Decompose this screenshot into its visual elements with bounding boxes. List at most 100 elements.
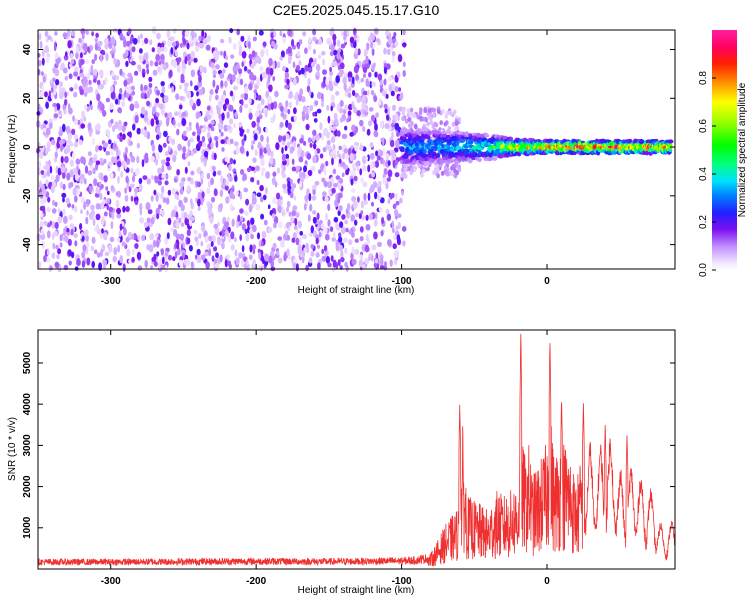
spectrogram-cell xyxy=(179,233,185,241)
spectrogram-cell xyxy=(241,138,245,147)
spectrogram-cell xyxy=(156,251,160,257)
spectrogram-cell xyxy=(325,256,330,264)
spectrogram-cell xyxy=(308,193,312,202)
spectrogram-cell xyxy=(289,191,294,199)
spectrogram-cell xyxy=(383,78,387,86)
spectrogram-cell xyxy=(81,251,86,259)
spectrogram-cell xyxy=(133,187,139,193)
spectrogram-cell xyxy=(49,165,53,174)
spectrogram-cell xyxy=(172,60,178,69)
spectrogram-cell xyxy=(329,66,332,73)
spectrogram-cell xyxy=(67,103,71,111)
spectrogram-cell xyxy=(287,46,292,54)
spectrogram-cell xyxy=(306,153,312,160)
spectrogram-cell xyxy=(392,243,397,250)
spectrogram-cell xyxy=(246,220,250,227)
spectrogram-cell xyxy=(386,177,391,182)
spectrogram-cell xyxy=(160,248,164,256)
spectrogram-cell xyxy=(173,229,178,237)
spectrogram-cell xyxy=(190,170,195,176)
spectrogram-cell xyxy=(259,66,264,72)
spectrogram-cell xyxy=(243,187,248,193)
spectrogram-cell xyxy=(221,228,225,237)
spectrogram-cell xyxy=(373,130,378,138)
spectrogram-cell xyxy=(103,211,108,217)
spectrogram-cell xyxy=(315,237,319,245)
spectrogram-cell xyxy=(194,236,199,242)
spectrogram-cell xyxy=(121,241,126,247)
spectrogram-cell xyxy=(349,131,354,137)
spectrogram-cell xyxy=(383,168,388,176)
spectrogram-cell xyxy=(255,165,260,172)
spectrogram-cell xyxy=(373,219,378,227)
spectrogram-cell xyxy=(313,118,318,123)
spectrogram-cell xyxy=(184,82,189,88)
spectrogram-cell xyxy=(331,237,336,242)
spectrogram-cell xyxy=(174,111,179,117)
spectrogram-cell xyxy=(165,157,171,162)
spectrogram-cell xyxy=(300,67,305,75)
spectrogram-cell xyxy=(231,74,236,83)
spectrogram-cell xyxy=(92,68,98,76)
spectrogram-cell xyxy=(213,188,218,197)
snr-frame xyxy=(37,329,676,570)
spectrogram-cell xyxy=(373,262,378,269)
spectrogram-cell xyxy=(88,86,94,93)
spectrogram-cell xyxy=(204,235,209,244)
spectrogram-cell xyxy=(244,228,248,234)
spectrogram-cell xyxy=(105,151,110,156)
spectrogram-cell xyxy=(294,225,298,231)
spectrogram-cell xyxy=(79,72,85,78)
spectrogram-cell xyxy=(323,245,328,252)
spectrogram-cell xyxy=(77,119,81,125)
spectrogram-cell xyxy=(374,191,378,200)
spectrogram-cell xyxy=(157,167,162,175)
spectrogram-cell xyxy=(413,124,418,130)
spectrogram-cell xyxy=(214,262,220,269)
spectrogram-cell xyxy=(44,91,48,98)
spectrogram-cell xyxy=(339,117,344,123)
spectrogram-cell xyxy=(210,62,215,69)
spectrogram-cell xyxy=(130,155,136,163)
spectrogram-cell xyxy=(163,46,168,53)
spectrogram-cell xyxy=(190,80,193,87)
spectrogram-cell xyxy=(181,67,186,75)
spectrogram-cell xyxy=(319,122,323,131)
spectrogram-cell xyxy=(186,90,192,99)
spectrogram-cell xyxy=(89,104,93,111)
spectrogram-cell xyxy=(85,234,89,242)
spectrogram-cell xyxy=(327,262,332,268)
spectrogram-cell xyxy=(166,197,170,205)
spectrogram-cell xyxy=(436,109,441,115)
spectrogram-cell xyxy=(260,196,264,203)
spectrogram-cell xyxy=(107,190,110,196)
spectrogram-cell xyxy=(105,53,109,62)
spectrogram-cell xyxy=(105,97,110,103)
spectrogram-cell xyxy=(337,259,341,267)
spectrogram-cell xyxy=(63,98,68,106)
spectrogram-cell xyxy=(96,223,99,232)
spectrogram-cell xyxy=(426,121,430,127)
spectrogram-cell xyxy=(172,80,176,85)
spectrogram-cell xyxy=(201,135,206,143)
spectrogram-cell xyxy=(43,220,48,226)
spectrogram-cell xyxy=(400,148,406,153)
spectrogram-cell xyxy=(212,69,217,76)
spectrogram-cell xyxy=(106,132,110,139)
spectrogram-cell xyxy=(367,89,370,96)
colorbar-label: Normalized spectral amplitude xyxy=(737,82,748,217)
spectrogram-cell xyxy=(38,160,42,168)
spectrogram-cell xyxy=(457,155,462,160)
spectrogram-cell xyxy=(155,232,159,239)
spectrogram-cell xyxy=(290,187,295,193)
spectrogram-cell xyxy=(207,208,213,215)
spectrogram-cell xyxy=(46,141,51,149)
spectrogram-cell xyxy=(436,173,440,179)
spectrogram-cell xyxy=(98,69,104,77)
spectrogram-cell xyxy=(92,78,97,83)
spectrogram-cell xyxy=(323,226,328,235)
spectrogram-cell xyxy=(88,79,92,86)
spectrogram-cell xyxy=(366,42,370,51)
spectrogram-cell xyxy=(350,178,354,186)
